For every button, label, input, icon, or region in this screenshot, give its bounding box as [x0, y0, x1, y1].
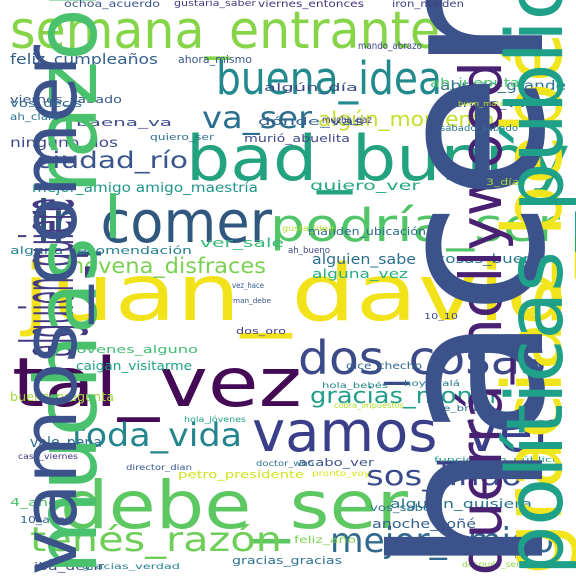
word: man_debe	[233, 297, 271, 305]
word: algún_día	[264, 81, 358, 94]
word: sábado_sábado	[440, 124, 518, 134]
word: mando_abrazo	[358, 41, 422, 52]
word: ver_sale	[200, 236, 284, 250]
word: gusta_idea	[282, 224, 334, 233]
word: alguien_quisiera	[390, 497, 532, 511]
word: gracias_verdad	[82, 562, 180, 571]
word: vos_sabés	[370, 503, 438, 514]
word: gustaría_saber	[174, 0, 256, 9]
word: dos_oro	[236, 327, 286, 337]
word: gracias_gracias	[232, 554, 342, 567]
word: abrazo_grande	[440, 79, 566, 94]
word: 10_10	[424, 312, 458, 321]
word: hola_jóvenes	[184, 415, 246, 424]
word: ah_claro	[10, 112, 60, 123]
word: debe_ser	[60, 467, 408, 544]
word: ochoa_acuerdo	[64, 0, 160, 10]
word: mejor_amigo amigo_maestría	[32, 181, 258, 196]
word: alguna_vez	[312, 267, 408, 281]
word: bad_bunny	[186, 122, 570, 195]
word: ir_comer	[36, 188, 272, 256]
word: podría_ser	[270, 199, 560, 252]
word: feliz_año	[294, 535, 356, 546]
word: iron_maiden	[392, 0, 464, 10]
word: vez_hace	[232, 281, 264, 290]
word: vamos_ver	[252, 400, 556, 465]
word: doctor_who	[256, 459, 314, 468]
word: hoy_ojalá	[404, 379, 460, 388]
word: buen_material	[458, 100, 518, 108]
word: mucha_paz	[322, 115, 372, 126]
word: ahora_mismo	[178, 53, 252, 66]
word: director_dian	[126, 463, 192, 472]
word: ah_bueno	[288, 246, 330, 256]
word: después_ser	[462, 560, 520, 569]
word: acabo_ver	[298, 456, 374, 469]
word: 3_días	[486, 178, 526, 188]
word: 10_años	[20, 515, 72, 526]
word: cosas_buena	[436, 252, 544, 266]
word: viernes_voy	[438, 97, 536, 110]
word: dos_cosas	[298, 331, 546, 385]
word: sos_lindo	[366, 459, 522, 492]
word: vale_pena	[30, 435, 102, 451]
word: quiero_ser	[150, 133, 214, 143]
word: políticas_públicas	[491, 0, 576, 575]
word: ah_jueputa	[430, 76, 520, 90]
word: manden_ubicación	[308, 225, 426, 238]
word: funcionario_público	[434, 456, 560, 464]
word: ve_brutal	[436, 404, 492, 413]
word: dice_checho	[346, 361, 422, 372]
word: algún_momento	[318, 107, 494, 131]
word: anoche_soñé	[372, 517, 476, 531]
word: alguna_recomendación	[10, 244, 192, 257]
word: juan_david	[22, 249, 570, 339]
word: viernes_sábado	[10, 93, 122, 106]
word: murió_abuelita	[244, 132, 350, 145]
word: mejor_amigo	[330, 521, 554, 561]
word: semana_entrante	[10, 1, 440, 61]
word: toda_vida	[72, 416, 242, 454]
word: petro_presidente	[178, 468, 304, 481]
word: baena_va	[76, 116, 172, 129]
word: vos_decís	[10, 97, 82, 110]
word: buena_pregunta	[10, 390, 114, 404]
word: quiero_ver	[310, 179, 420, 194]
word: hola_bebés	[322, 381, 388, 390]
word: viernes_entonces	[258, 0, 364, 10]
word: tenés_razón	[30, 520, 282, 560]
word: va_ser	[202, 101, 312, 136]
word: buena_idea	[216, 52, 442, 105]
word: ciudad_río	[36, 148, 188, 174]
word: tal_vez	[12, 344, 302, 423]
word: ninguno_dos	[10, 136, 118, 151]
word: caso_viernes	[18, 452, 78, 461]
word: cobra_impuestos	[334, 401, 404, 410]
word: novena_disfraces	[70, 254, 266, 278]
word: gracias_monín	[310, 384, 496, 409]
word: vamos_comer	[5, 45, 94, 575]
word: caigan_visitarme	[76, 359, 192, 373]
word: iba_decir	[34, 560, 104, 573]
word: alguien_sabe	[312, 252, 416, 268]
word: pronto_voy	[312, 469, 370, 478]
word: dónde_vas	[258, 115, 364, 128]
word: jóvenes_alguno	[72, 343, 198, 356]
word: feliz_cumpleaños	[10, 52, 158, 68]
word: 4_años	[10, 496, 66, 509]
